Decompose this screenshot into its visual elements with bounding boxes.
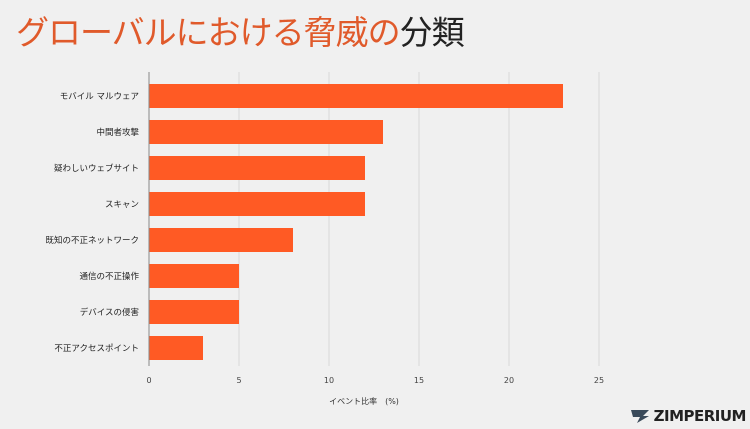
y-category-label: 通信の不正操作 (79, 271, 139, 282)
x-tick-label: 15 (414, 376, 424, 385)
x-tick-label: 20 (504, 376, 514, 385)
y-category-label: 不正アクセスポイント (54, 344, 139, 354)
y-category-label: スキャン (105, 200, 139, 210)
y-category-label: デバイスの侵害 (80, 307, 139, 318)
chart-title: グローバルにおける脅威の分類 (16, 6, 465, 54)
x-axis-label: イベント比率 (%) (329, 396, 399, 406)
y-category-label: 疑わしいウェブサイト (54, 163, 139, 174)
zimperium-logo: ZIMPERIUM (629, 407, 747, 425)
bar (149, 336, 203, 360)
bar (149, 228, 293, 252)
x-tick-label: 10 (324, 376, 334, 385)
logo-text: ZIMPERIUM (653, 407, 747, 425)
bar (149, 156, 365, 180)
bar (149, 120, 383, 144)
title-accent: グローバルにおける脅威の (16, 13, 401, 52)
zimperium-logo-icon (630, 410, 649, 423)
bar (149, 300, 239, 324)
y-category-label: 中間者攻撃 (96, 127, 139, 138)
y-category-label: 既知の不正ネットワーク (45, 235, 139, 246)
title-rest: 分類 (399, 13, 465, 52)
x-tick-label: 0 (146, 376, 151, 385)
x-tick-label: 25 (594, 376, 604, 385)
x-tick-label: 5 (236, 376, 241, 385)
bar (149, 84, 563, 108)
bar (149, 192, 365, 216)
y-category-label: モバイル マルウェア (60, 92, 139, 102)
bar (149, 264, 239, 288)
